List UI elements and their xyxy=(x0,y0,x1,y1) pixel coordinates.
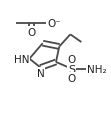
Text: HN: HN xyxy=(14,54,29,64)
Text: O: O xyxy=(67,73,76,83)
Text: O: O xyxy=(28,27,36,37)
Text: S: S xyxy=(68,64,75,74)
Text: O⁻: O⁻ xyxy=(47,19,61,29)
Text: NH₂: NH₂ xyxy=(87,64,107,74)
Text: N: N xyxy=(37,68,44,78)
Text: O: O xyxy=(67,55,76,65)
